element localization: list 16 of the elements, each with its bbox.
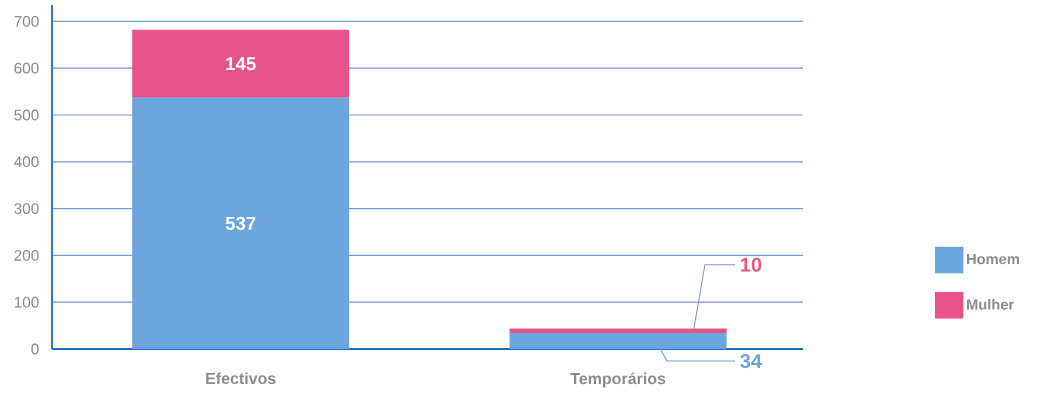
y-tick-label: 200 (14, 249, 39, 261)
y-tick-label: 500 (14, 109, 39, 121)
legend-label: Homem (967, 254, 1019, 265)
data-label: 537 (225, 216, 256, 230)
y-tick-label: 700 (14, 15, 39, 27)
y-tick-label: 100 (14, 296, 39, 308)
legend-label: Mulher (967, 298, 1014, 310)
data-label: 10 (741, 257, 762, 272)
y-tick-label: 300 (14, 203, 39, 215)
y-tick-label: 600 (14, 62, 39, 74)
x-tick-label: Temporários (570, 372, 666, 388)
data-label: 145 (226, 57, 256, 71)
data-label: 34 (740, 353, 762, 369)
y-tick-label: 0 (31, 343, 39, 355)
x-tick-label: Efectivos (206, 372, 276, 385)
y-tick-label: 400 (14, 156, 39, 168)
